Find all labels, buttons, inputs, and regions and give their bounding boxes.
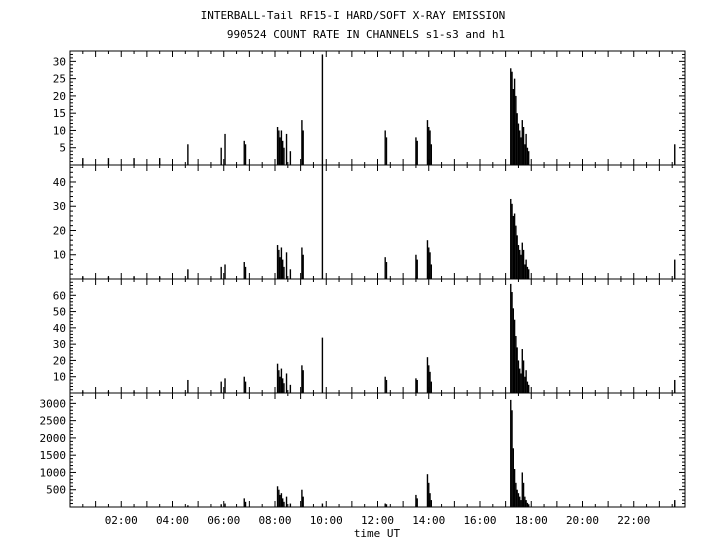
y-tick-label: 40 [53, 176, 66, 189]
x-tick-label: 20:00 [566, 514, 599, 527]
x-tick-label: 08:00 [258, 514, 291, 527]
panel-4: 500 1000 1500 2000 2500 3000 [40, 392, 686, 508]
y-tick-label: 5 [59, 142, 66, 155]
chart-subtitle: 990524 COUNT RATE IN CHANNELS s1-s3 and … [227, 28, 505, 41]
y-tick-label: 1000 [40, 466, 67, 479]
x-tick-label: 10:00 [310, 514, 343, 527]
panel-1: 5 10 15 20 25 30 [53, 50, 686, 166]
x-tick-label: 06:00 [207, 514, 240, 527]
y-tick-label: 1500 [40, 449, 67, 462]
y-tick-label: 30 [53, 338, 66, 351]
y-tick-label: 10 [53, 124, 66, 137]
x-tick-label: 02:00 [105, 514, 138, 527]
panel-frame [69, 164, 686, 280]
x-tick-label: 14:00 [412, 514, 445, 527]
x-tick-labels: 02:00 04:00 06:00 08:00 10:00 12:00 14:00 16:00… [105, 514, 651, 527]
panel-3: 10 20 30 40 50 60 [53, 278, 686, 394]
y-tick-label: 2000 [40, 432, 67, 445]
y-tick-label: 10 [53, 249, 66, 262]
panels-group: 5 10 15 20 25 30 10 20 30 40 10 20 30 40 50 60 500 1000 15… [40, 50, 686, 508]
x-tick-label: 12:00 [361, 514, 394, 527]
y-tick-label: 2500 [40, 415, 67, 428]
y-tick-label: 20 [53, 354, 66, 367]
x-tick-label: 04:00 [156, 514, 189, 527]
panel-frame [69, 392, 686, 508]
y-tick-label: 30 [53, 55, 66, 68]
y-tick-label: 20 [53, 224, 66, 237]
x-tick-label: 16:00 [463, 514, 496, 527]
y-tick-label: 15 [53, 107, 66, 120]
y-tick-label: 30 [53, 200, 66, 213]
x-axis-label: time UT [354, 527, 401, 540]
panel-frame [69, 278, 686, 394]
panel-frame [69, 50, 686, 166]
y-tick-label: 500 [46, 484, 66, 497]
y-tick-label: 50 [53, 306, 66, 319]
chart-title: INTERBALL-Tail RF15-I HARD/SOFT X-RAY EM… [201, 9, 506, 22]
y-tick-label: 40 [53, 322, 66, 335]
y-tick-label: 60 [53, 289, 66, 302]
x-tick-label: 22:00 [617, 514, 650, 527]
y-tick-label: 10 [53, 371, 66, 384]
y-tick-label: 3000 [40, 397, 67, 410]
panel-2: 10 20 30 40 [53, 164, 686, 280]
y-tick-label: 25 [53, 73, 66, 86]
x-tick-label: 18:00 [515, 514, 548, 527]
y-tick-label: 20 [53, 90, 66, 103]
